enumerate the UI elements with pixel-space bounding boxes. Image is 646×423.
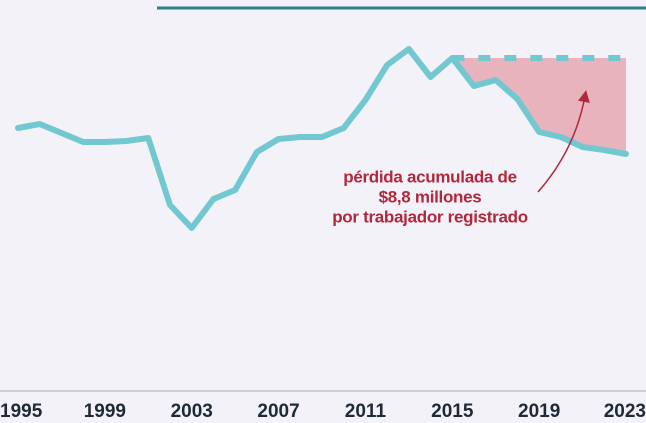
x-tick-label: 2003 [171,401,213,422]
annotation: por trabajador registrado [332,207,528,226]
x-tick-label: 1995 [0,401,43,422]
x-tick-label: 1999 [84,401,126,422]
annotation: $8,8 millones [379,187,482,206]
annotation: pérdida acumulada de [343,167,517,186]
x-tick-label: 2015 [431,401,474,422]
x-tick-label: 2023 [604,401,646,422]
loss-area [452,58,626,154]
line [15,46,629,231]
x-tick-label: 2019 [518,401,560,422]
x-tick-label: 2011 [345,401,387,422]
annotation-arrow [537,90,590,193]
x-tick-label: 2007 [257,401,299,422]
